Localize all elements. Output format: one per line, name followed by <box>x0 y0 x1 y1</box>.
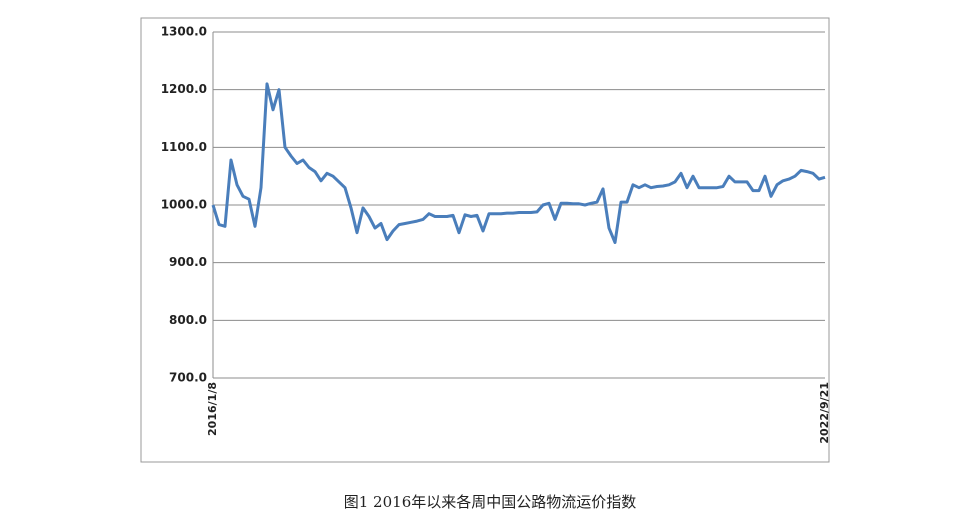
chart-frame <box>140 17 830 463</box>
y-tick-label: 1200.0 <box>161 82 207 96</box>
chart-caption: 图1 2016年以来各周中国公路物流运价指数 <box>344 493 637 511</box>
y-tick-label: 700.0 <box>169 371 207 385</box>
y-tick-label: 900.0 <box>169 255 207 269</box>
y-tick-label: 1000.0 <box>161 198 207 212</box>
y-tick-label: 1300.0 <box>161 25 207 39</box>
x-tick-label: 2016/1/8 <box>206 382 219 436</box>
y-tick-label: 800.0 <box>169 313 207 327</box>
y-tick-label: 1100.0 <box>161 140 207 154</box>
data-line <box>211 82 826 244</box>
x-tick-label: 2022/9/21 <box>818 382 831 444</box>
